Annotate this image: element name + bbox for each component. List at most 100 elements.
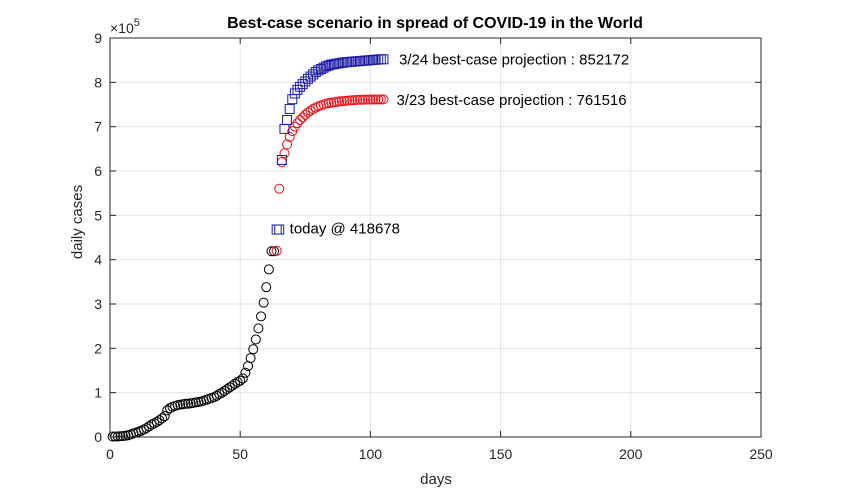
data-point <box>357 94 368 105</box>
data-point <box>271 245 282 256</box>
x-axis-ticks: 0 50 100 150 200 250 <box>106 38 773 462</box>
data-point <box>341 95 352 106</box>
x-tick-label: 0 <box>106 446 114 462</box>
data-point <box>256 311 267 322</box>
data-point <box>315 64 326 75</box>
data-point <box>261 282 272 293</box>
data-point <box>368 94 379 105</box>
data-point <box>336 96 347 107</box>
data-point <box>334 96 345 107</box>
x-axis-label: days <box>420 471 452 488</box>
data-point <box>297 79 308 90</box>
data-point <box>149 418 160 429</box>
data-point <box>216 387 227 398</box>
data-point <box>253 323 264 334</box>
data-point <box>282 139 293 150</box>
data-point <box>245 353 256 364</box>
data-point <box>141 423 152 434</box>
data-point <box>266 246 277 257</box>
data-point <box>263 264 274 275</box>
data-point <box>235 375 246 386</box>
annotation-ann_324: 3/24 best-case projection : 852172 <box>399 51 629 68</box>
data-point <box>349 95 360 106</box>
data-point <box>209 392 220 403</box>
data-point <box>248 344 259 355</box>
series-layer <box>107 54 389 442</box>
data-point <box>354 94 365 105</box>
data-point <box>289 121 300 132</box>
data-point <box>144 421 155 432</box>
y-tick-label: 9 <box>94 30 102 46</box>
y-tick-label: 2 <box>94 340 102 356</box>
data-point <box>321 61 332 72</box>
data-point <box>237 373 248 384</box>
data-point <box>211 390 222 401</box>
data-point <box>159 411 170 422</box>
data-point <box>352 94 363 105</box>
x-tick-label: 150 <box>489 446 513 462</box>
data-point <box>232 377 243 388</box>
y-exponent-power: 5 <box>134 17 140 29</box>
data-point <box>344 95 355 106</box>
data-point <box>292 118 303 129</box>
data-point <box>222 384 233 395</box>
data-point <box>289 88 300 99</box>
data-point <box>274 183 285 194</box>
x-tick-label: 100 <box>359 446 383 462</box>
x-tick-label: 250 <box>749 446 773 462</box>
data-point <box>229 378 240 389</box>
data-point <box>115 431 126 442</box>
annotations: 3/24 best-case projection : 852172 3/23 b… <box>290 51 630 237</box>
data-point <box>318 62 329 73</box>
y-tick-label: 6 <box>94 163 102 179</box>
annotation-ann_323: 3/23 best-case projection : 761516 <box>396 92 626 109</box>
data-point <box>180 398 191 409</box>
y-exponent-label: ×105 <box>110 17 140 36</box>
x-tick-label: 200 <box>619 446 643 462</box>
data-point <box>276 154 287 165</box>
data-point <box>227 380 238 391</box>
data-point <box>136 425 147 436</box>
y-exponent-base: ×10 <box>110 20 134 36</box>
y-axis-ticks: 0 1 2 3 4 5 6 7 8 9 <box>94 30 761 445</box>
data-point <box>375 94 386 105</box>
data-point <box>302 107 313 118</box>
data-point <box>162 405 173 416</box>
data-point <box>362 94 373 105</box>
data-point <box>282 115 293 126</box>
y-tick-label: 0 <box>94 429 102 445</box>
y-axis-label: daily cases <box>69 185 86 259</box>
data-point <box>339 95 350 106</box>
data-point <box>240 367 251 378</box>
data-point <box>146 419 157 430</box>
series-proj_324 <box>271 54 389 235</box>
y-tick-label: 3 <box>94 296 102 312</box>
data-point <box>284 103 295 114</box>
data-point <box>378 94 389 105</box>
y-tick-label: 8 <box>94 74 102 90</box>
data-point <box>284 131 295 142</box>
data-point <box>323 60 334 71</box>
data-point <box>157 413 168 424</box>
data-point <box>365 94 376 105</box>
data-point <box>313 65 324 76</box>
data-point <box>219 385 230 396</box>
data-point <box>250 334 261 345</box>
data-point <box>360 94 371 105</box>
y-tick-label: 5 <box>94 207 102 223</box>
data-point <box>287 94 298 105</box>
data-point <box>347 95 358 106</box>
data-point <box>305 105 316 116</box>
data-point <box>378 54 389 65</box>
data-point <box>295 81 306 92</box>
data-point <box>295 115 306 126</box>
data-point <box>258 297 269 308</box>
chart-title: Best-case scenario in spread of COVID-19… <box>227 15 643 32</box>
x-tick-label: 50 <box>232 446 248 462</box>
data-point <box>138 424 149 435</box>
data-point <box>292 84 303 95</box>
series-observed <box>107 246 280 442</box>
data-point <box>279 148 290 159</box>
